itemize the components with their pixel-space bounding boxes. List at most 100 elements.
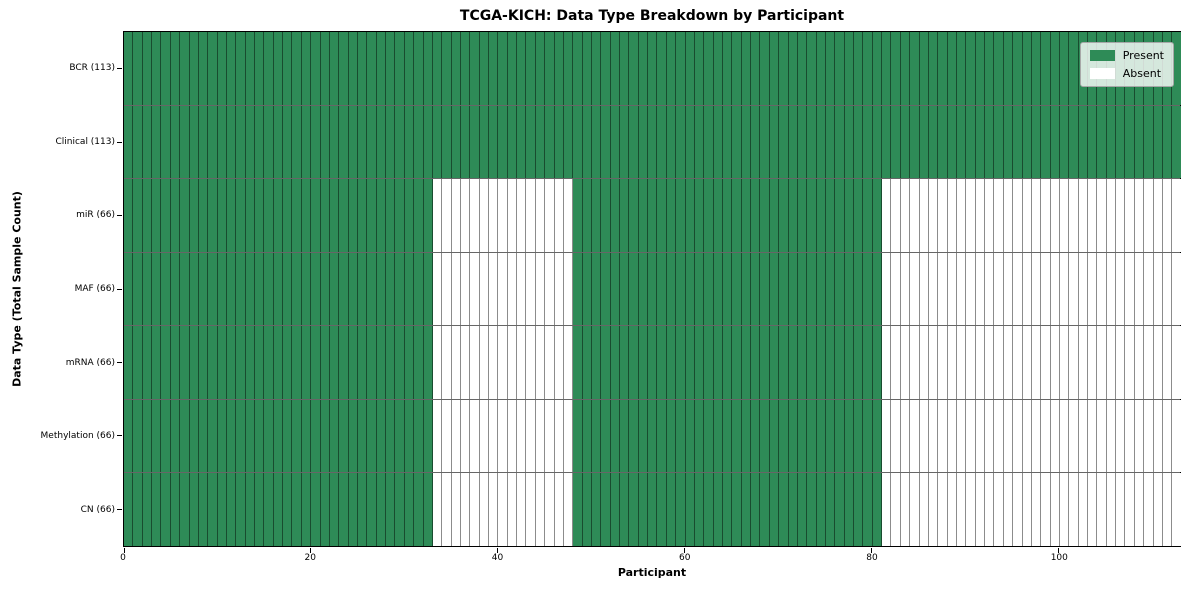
heatmap-cell-present: [395, 179, 405, 252]
y-tick-mark: [117, 508, 122, 510]
heatmap-cell-present: [1022, 105, 1032, 179]
heatmap-cell-present: [367, 32, 377, 105]
heatmap-cell-present: [582, 473, 592, 547]
heatmap-cell-present: [1003, 105, 1014, 179]
heatmap-cell-present: [301, 105, 312, 179]
heatmap-cell-absent: [1097, 399, 1107, 473]
heatmap-cell-absent: [526, 179, 536, 252]
heatmap-cell-present: [601, 473, 611, 547]
heatmap-cell-present: [1162, 105, 1173, 179]
heatmap-cell-present: [704, 252, 714, 326]
heatmap-cell-present: [198, 105, 209, 179]
heatmap-cell-present: [863, 179, 873, 252]
y-tick-mark: [117, 68, 122, 70]
heatmap-cell-present: [133, 326, 143, 399]
heatmap-cell-present: [741, 105, 752, 179]
heatmap-cell-present: [666, 179, 677, 252]
heatmap-cell-present: [676, 32, 686, 105]
heatmap-cell-absent: [1172, 252, 1181, 326]
heatmap-cell-present: [245, 32, 256, 105]
heatmap-cell-present: [255, 32, 265, 105]
heatmap-cell-absent: [910, 326, 920, 399]
heatmap-cell-absent: [910, 399, 920, 473]
heatmap-cell-present: [751, 32, 761, 105]
heatmap-cell-absent: [928, 473, 939, 547]
heatmap-cell-present: [395, 473, 405, 547]
heatmap-cell-present: [264, 252, 274, 326]
heatmap-cell-present: [648, 179, 658, 252]
heatmap-cell-absent: [1003, 399, 1014, 473]
y-tick-label: MAF (66): [74, 284, 115, 294]
heatmap-cell-absent: [1144, 179, 1154, 252]
heatmap-cell-present: [479, 105, 490, 179]
heatmap-cell-present: [404, 399, 415, 473]
heatmap-cell-present: [723, 32, 733, 105]
heatmap-cell-present: [910, 32, 920, 105]
heatmap-cell-present: [311, 179, 321, 252]
heatmap-cell-absent: [545, 179, 555, 252]
x-tick-label: 20: [304, 553, 316, 563]
heatmap-cell-absent: [985, 473, 995, 547]
heatmap-cell-present: [292, 399, 302, 473]
heatmap-cell-present: [507, 105, 518, 179]
heatmap-cell-present: [956, 32, 967, 105]
heatmap-cell-present: [629, 473, 639, 547]
heatmap-cell-absent: [882, 179, 892, 252]
heatmap-cell-present: [395, 32, 405, 105]
heatmap-cell-present: [292, 32, 302, 105]
heatmap-cell-absent: [947, 473, 957, 547]
heatmap-cell-present: [694, 326, 705, 399]
heatmap-cell-present: [854, 326, 864, 399]
heatmap-cell-present: [975, 32, 986, 105]
heatmap-cell-present: [648, 105, 658, 179]
heatmap-cell-present: [189, 252, 199, 326]
heatmap-cell-present: [1116, 105, 1126, 179]
heatmap-cell-present: [666, 32, 677, 105]
heatmap-cell-present: [769, 252, 780, 326]
legend: Present Absent: [1079, 42, 1174, 87]
heatmap-cell-absent: [432, 252, 443, 326]
heatmap-cell-present: [685, 326, 695, 399]
heatmap-cell-present: [170, 32, 181, 105]
heatmap-cell-present: [152, 179, 162, 252]
heatmap-cell-present: [432, 32, 443, 105]
heatmap-cell-present: [208, 399, 218, 473]
heatmap-cell-present: [704, 105, 714, 179]
heatmap-cell-present: [629, 399, 639, 473]
heatmap-cell-present: [956, 105, 967, 179]
heatmap-cell-absent: [507, 179, 518, 252]
heatmap-cell-present: [591, 399, 602, 473]
heatmap-cell-absent: [994, 473, 1004, 547]
heatmap-cell-absent: [919, 326, 929, 399]
heatmap-cell-present: [236, 32, 246, 105]
heatmap-cell-present: [226, 473, 237, 547]
y-tick-mark: [117, 141, 122, 143]
heatmap-cell-absent: [1162, 473, 1173, 547]
heatmap-cell-present: [760, 105, 770, 179]
heatmap-cell-absent: [1153, 252, 1163, 326]
heatmap-cell-absent: [1050, 473, 1060, 547]
heatmap-cell-present: [348, 32, 358, 105]
heatmap-cell-absent: [975, 179, 986, 252]
heatmap-cell-present: [844, 105, 855, 179]
heatmap-cell-present: [414, 105, 424, 179]
heatmap-cell-present: [825, 179, 836, 252]
heatmap-cell-present: [891, 32, 901, 105]
heatmap-cell-present: [273, 105, 284, 179]
heatmap-cell-present: [816, 32, 826, 105]
heatmap-cell-absent: [545, 399, 555, 473]
heatmap-cell-present: [339, 105, 349, 179]
heatmap-cell-absent: [900, 473, 911, 547]
heatmap-cell-present: [1172, 32, 1181, 105]
heatmap-cell-absent: [451, 473, 461, 547]
heatmap-cell-absent: [479, 326, 490, 399]
heatmap-cell-present: [788, 252, 798, 326]
heatmap-cell-absent: [1116, 326, 1126, 399]
heatmap-cell-absent: [1022, 473, 1032, 547]
heatmap-cell-present: [807, 252, 817, 326]
heatmap-cell-present: [414, 252, 424, 326]
heatmap-cell-present: [1144, 105, 1154, 179]
heatmap-cell-present: [507, 32, 518, 105]
heatmap-cell-present: [404, 252, 415, 326]
heatmap-cell-absent: [1153, 179, 1163, 252]
